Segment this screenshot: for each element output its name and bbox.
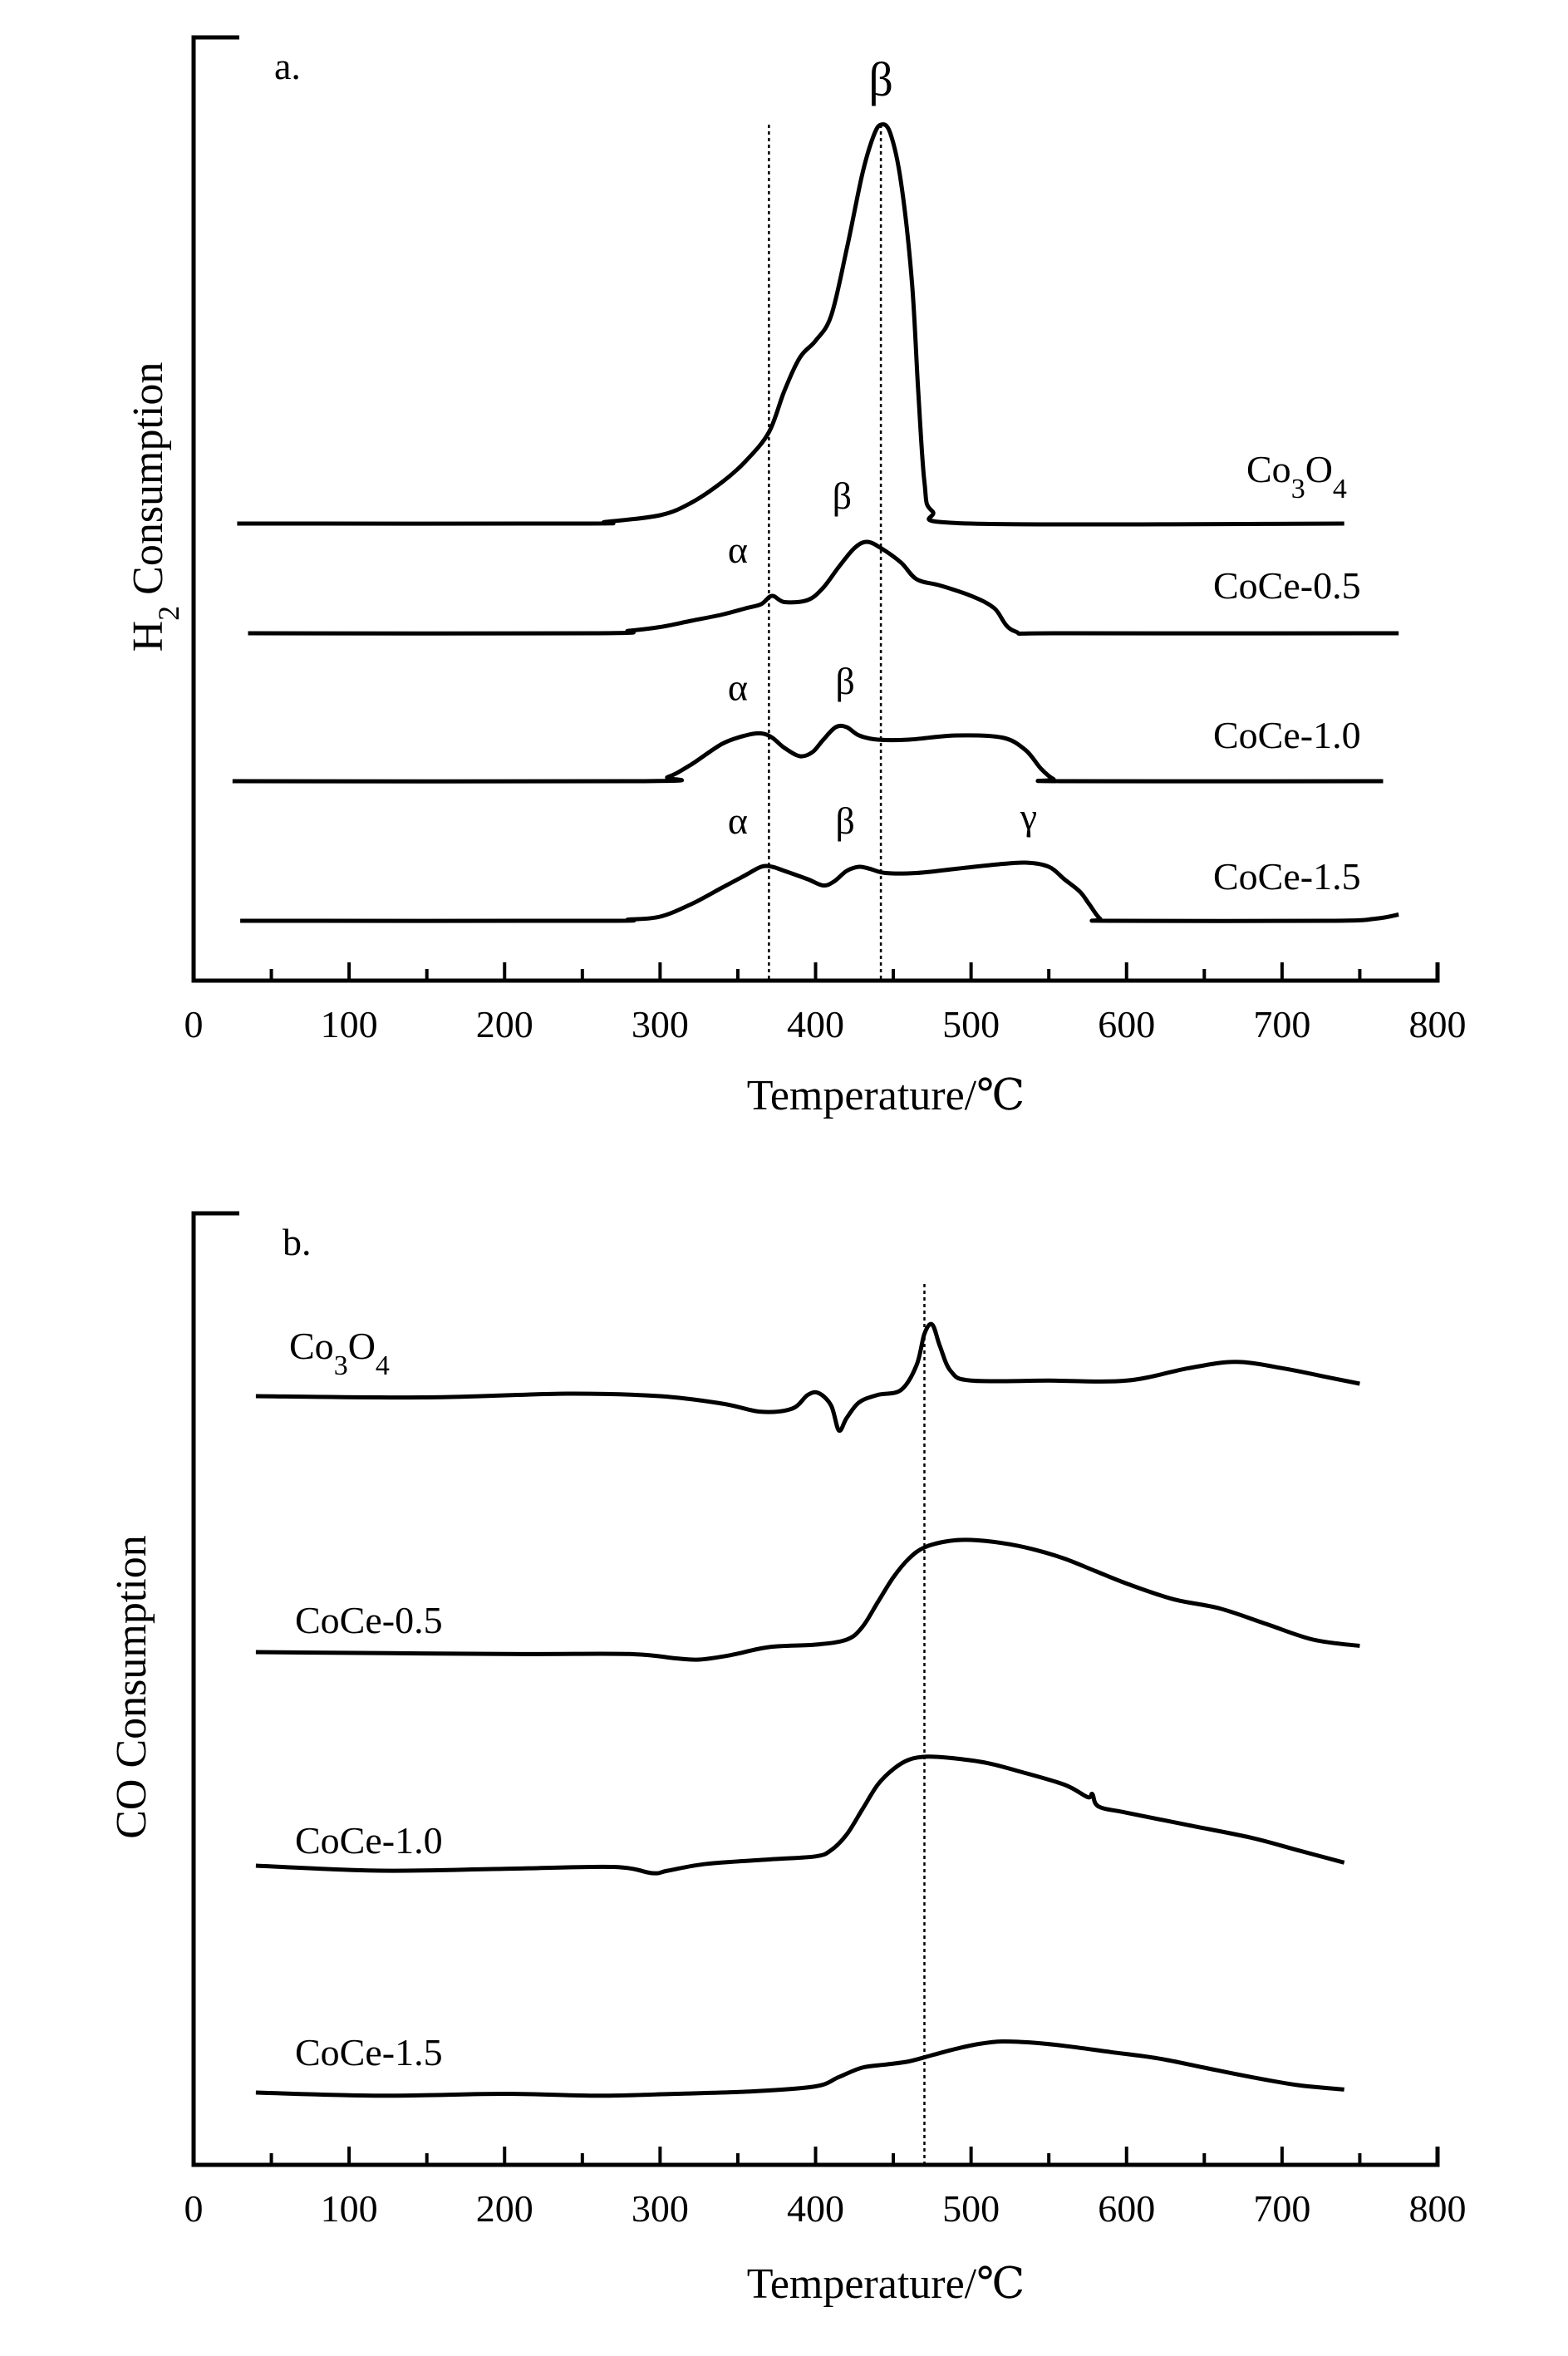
b-series-line-0 (255, 1321, 1360, 1434)
b-x-tick-label-300: 300 (632, 2187, 689, 2230)
b-series-label-co3o4: Co3O4 (289, 1325, 390, 1381)
panel-b: b. 0 100 200 300 400 500 600 700 800 Temperature… (108, 1211, 1467, 2308)
b-series-line-3 (255, 2039, 1344, 2098)
a-y-axis-title-rest: Consumption (125, 362, 172, 606)
a-series-line-3 (240, 860, 1399, 923)
a-axes (191, 35, 1440, 983)
b-co3o4-sub4: 4 (376, 1350, 390, 1381)
a-peak-labels: β α β α β α β γ (728, 52, 1037, 842)
b-series-label-coce-1-0: CoCe-1.0 (295, 1819, 443, 1862)
a-series-line-1 (248, 539, 1399, 636)
a-y-axis-title-h: H (125, 621, 172, 652)
a-reference-lines (768, 125, 882, 981)
b-co3o4-o: O (348, 1325, 376, 1367)
b-co3o4-sub3: 3 (334, 1350, 348, 1381)
a-series-label-coce-1-0: CoCe-1.0 (1213, 714, 1361, 756)
a-x-tick-label-0: 0 (184, 1003, 204, 1045)
a-series-line-0 (237, 122, 1344, 527)
b-x-tick-label-700: 700 (1253, 2187, 1310, 2230)
a-x-tick-label-200: 200 (476, 1003, 533, 1045)
b-x-ticks: 0 100 200 300 400 500 600 700 800 (184, 2147, 1467, 2230)
b-x-tick-label-0: 0 (184, 2187, 204, 2230)
a-peak-label-7: γ (1020, 795, 1037, 838)
a-peak-label-6: β (835, 799, 854, 842)
a-y-axis-title-sub: 2 (152, 606, 185, 621)
a-x-tick-label-500: 500 (942, 1003, 1000, 1045)
b-x-tick-label-400: 400 (787, 2187, 844, 2230)
a-co3o4-sub3: 3 (1291, 474, 1305, 504)
a-co3o4-co: Co (1246, 448, 1291, 490)
b-y-axis-title: CO Consumption (108, 1535, 155, 1839)
b-co3o4-co: Co (289, 1325, 334, 1367)
a-series-label-co3o4: Co3O4 (1246, 448, 1347, 504)
a-x-tick-label-400: 400 (787, 1003, 844, 1045)
a-peak-label-5: α (728, 799, 748, 842)
a-x-tick-label-100: 100 (321, 1003, 378, 1045)
b-x-tick-label-200: 200 (476, 2187, 533, 2230)
a-x-tick-label-700: 700 (1253, 1003, 1310, 1045)
b-series-line-2 (255, 1754, 1345, 1876)
a-x-ticks: 0 100 200 300 400 500 600 700 800 (184, 962, 1467, 1045)
b-series-line-1 (255, 1537, 1360, 1662)
b-x-tick-label-500: 500 (942, 2187, 1000, 2230)
a-co3o4-o: O (1305, 448, 1333, 490)
b-x-axis-title: Temperature/℃ (747, 2260, 1025, 2308)
a-x-tick-label-600: 600 (1098, 1003, 1155, 1045)
panel-b-label: b. (283, 1221, 312, 1263)
b-series-group (255, 1321, 1360, 2098)
b-x-tick-label-100: 100 (321, 2187, 378, 2230)
a-peak-label-1: α (728, 529, 748, 571)
a-series-label-coce-0-5: CoCe-0.5 (1213, 564, 1361, 607)
a-co3o4-sub4: 4 (1333, 474, 1347, 504)
a-peak-label-2: β (833, 475, 852, 517)
panel-a-label: a. (274, 45, 301, 87)
a-series-label-coce-1-5: CoCe-1.5 (1213, 855, 1361, 898)
a-peak-label-3: α (728, 666, 748, 709)
b-x-tick-label-600: 600 (1098, 2187, 1155, 2230)
a-x-axis-title: Temperature/℃ (747, 1072, 1025, 1119)
a-peak-label-0: β (868, 52, 893, 106)
a-y-axis-title: H2 Consumption (125, 362, 185, 652)
b-series-label-coce-1-5: CoCe-1.5 (295, 2031, 443, 2073)
a-x-tick-label-300: 300 (632, 1003, 689, 1045)
b-series-label-coce-0-5: CoCe-0.5 (295, 1599, 443, 1641)
a-series-line-2 (232, 723, 1384, 784)
a-axis-frame (191, 35, 1440, 983)
a-series-group (232, 122, 1399, 923)
b-x-tick-label-800: 800 (1409, 2187, 1467, 2230)
panel-a: a. 0 100 200 300 400 500 600 700 800 Temperature… (125, 35, 1467, 1119)
a-x-tick-label-800: 800 (1409, 1003, 1467, 1045)
a-peak-label-4: β (835, 660, 854, 702)
